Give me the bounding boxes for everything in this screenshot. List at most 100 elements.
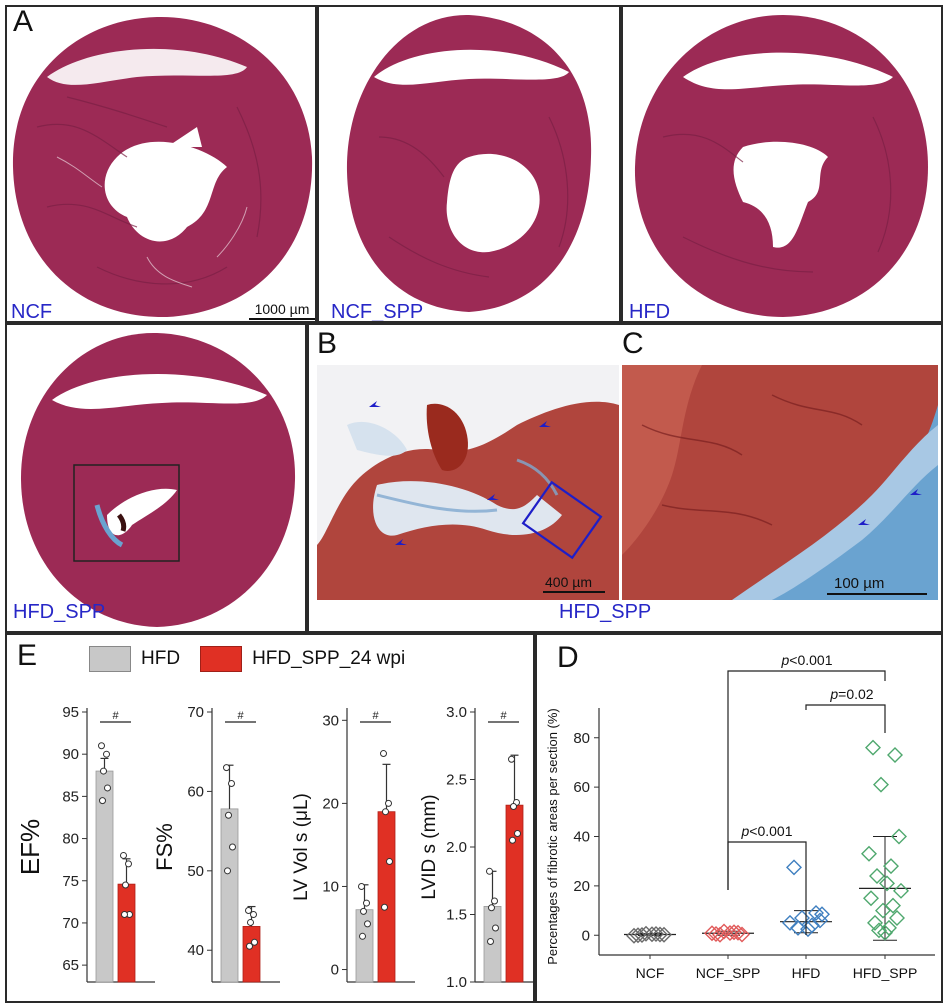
data-point — [247, 918, 254, 926]
y-tick-label: 60 — [187, 783, 204, 800]
data-point — [246, 942, 253, 950]
panel-label-c: C — [622, 327, 644, 360]
significance-hfd-hfd-spp: p=0.02 — [805, 686, 886, 733]
data-point — [865, 739, 881, 756]
data-point — [224, 867, 231, 875]
data-point — [722, 925, 738, 942]
data-point — [893, 882, 909, 899]
data-point — [630, 927, 646, 944]
panel-label-a: A — [13, 5, 34, 38]
series-ncf-spp — [702, 923, 754, 943]
x-tick-label: HFD — [792, 965, 821, 981]
data-point — [508, 755, 515, 763]
y-tick-label: 1.0 — [446, 974, 467, 991]
histology-b: 400 µm — [317, 365, 619, 600]
x-tick-label: HFD_SPP — [853, 965, 918, 981]
caption-hfd: HFD — [629, 301, 671, 323]
data-point — [99, 797, 106, 805]
y-tick-label: 0 — [331, 962, 339, 979]
data-point — [363, 899, 370, 907]
legend-e: HFD HFD_SPP_24 wpi — [89, 645, 405, 673]
zoom-box-b — [73, 464, 180, 562]
series-hfd-spp — [859, 739, 911, 941]
y-tick-label: 20 — [573, 878, 590, 895]
x-tick-label: NCF_SPP — [696, 965, 761, 981]
data-point — [125, 860, 132, 868]
bar-hfd-spp — [377, 811, 396, 983]
y-tick-label: 2.5 — [446, 772, 467, 789]
data-point — [223, 764, 230, 772]
y-tick-label: 10 — [322, 878, 339, 895]
data-point — [514, 830, 521, 837]
heart-section-ncf — [12, 16, 313, 318]
data-point — [382, 808, 389, 816]
panel-a-ncf: A NCF 1000 µm — [5, 5, 317, 323]
data-point — [712, 926, 728, 943]
bar-hfd — [220, 808, 239, 983]
bar-chart-4: 1.0 1.5 2.0 2.5 3.0 LVID s (mm) # — [419, 704, 533, 991]
data-point — [98, 742, 105, 750]
y-tick-label: 60 — [573, 779, 590, 796]
y-tick-label: 75 — [62, 873, 79, 890]
y-tick-label: 50 — [187, 863, 204, 880]
y-axis-label: LVID s (mm) — [419, 794, 440, 899]
data-point — [103, 750, 110, 758]
data-point — [867, 914, 883, 931]
caption-hfd-spp-bottom: HFD_SPP — [559, 601, 652, 623]
data-point — [883, 858, 899, 875]
y-tick-label: 70 — [62, 915, 79, 932]
y-tick-label: 30 — [322, 712, 339, 729]
panel-a-hfd-spp: HFD_SPP — [5, 323, 307, 633]
significance-mark: # — [372, 710, 379, 722]
data-point — [879, 875, 895, 892]
y-tick-label: 90 — [62, 746, 79, 763]
data-point — [509, 836, 516, 844]
scale-bar-b: 400 µm — [543, 574, 605, 593]
data-point — [225, 811, 232, 819]
scale-bar-a-label: 1000 µm — [254, 301, 310, 317]
data-point — [861, 845, 877, 862]
data-point — [245, 907, 252, 915]
data-point — [656, 926, 672, 943]
y-tick-label: 0 — [582, 927, 590, 944]
scale-bar-c: 100 µm — [827, 575, 927, 595]
arrowhead-icon — [369, 401, 551, 545]
data-point — [889, 909, 905, 926]
histology-c: 100 µm — [622, 365, 938, 600]
data-point — [814, 906, 830, 923]
data-point — [228, 779, 235, 787]
y-axis-label: LV Vol s (μL) — [291, 793, 312, 901]
panel-label-b: B — [317, 327, 338, 360]
bar-chart-1: 65 70 75 80 85 90 95 EF% # — [15, 704, 155, 983]
legend-label-hfd: HFD — [141, 648, 181, 669]
p-value-label: p=0.02 — [829, 686, 873, 702]
data-point — [121, 911, 128, 918]
data-point — [386, 858, 393, 866]
heart-section-hfd — [634, 15, 928, 317]
data-point — [652, 926, 668, 943]
y-tick-label: 2.0 — [446, 839, 467, 856]
data-point — [492, 924, 499, 932]
data-point — [873, 776, 889, 793]
scatter-chart-d: 0 20 40 60 80 Percentages of fibrotic areas p… — [545, 652, 935, 981]
scale-bar-a: 1000 µm — [249, 301, 315, 320]
data-point — [364, 920, 371, 928]
bar-hfd-spp — [242, 926, 261, 983]
caption-ncf-spp: NCF_SPP — [331, 301, 424, 323]
panel-a-ncf-spp: NCF_SPP — [317, 5, 621, 323]
data-point — [251, 938, 258, 946]
bracket-line — [727, 670, 886, 890]
data-point — [885, 897, 901, 914]
data-point — [782, 914, 798, 931]
bar-charts-e: 65 70 75 80 85 90 95 EF% #40 50 60 70 FS% #0 10 20 30 LV … — [15, 704, 533, 991]
y-tick-label: 65 — [62, 957, 79, 974]
heart-section-hfd-spp — [20, 332, 296, 627]
y-tick-label: 80 — [573, 730, 590, 747]
panel-e: E HFD HFD_SPP_24 wpi 65 70 75 80 85 90 95 EF% #4… — [5, 633, 535, 1003]
significance-mark: # — [112, 710, 119, 722]
panel-label-d: D — [557, 641, 579, 674]
data-point — [491, 897, 498, 905]
caption-ncf: NCF — [11, 301, 53, 323]
legend-label-spp: HFD_SPP_24 wpi — [252, 648, 406, 669]
data-point — [104, 784, 111, 792]
